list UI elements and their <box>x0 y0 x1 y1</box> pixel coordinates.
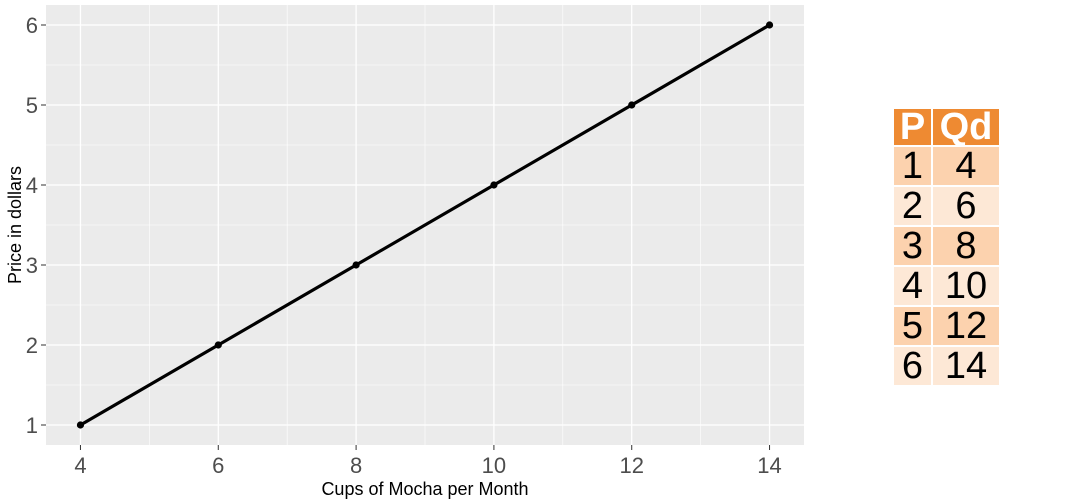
header-p: P <box>894 108 931 146</box>
cell-quantity: 14 <box>933 347 999 385</box>
y-tick-label: 3 <box>26 253 38 278</box>
series-layer <box>76 21 774 429</box>
x-tick-label: 6 <box>212 453 224 478</box>
table-row: 2 6 <box>894 187 999 225</box>
cell-price: 6 <box>894 347 931 385</box>
data-point <box>628 101 636 109</box>
price-quantity-table: P Qd 1 4 2 6 3 8 4 10 5 12 6 14 <box>892 107 1001 387</box>
cell-quantity: 6 <box>933 187 999 225</box>
x-axis-title: Cups of Mocha per Month <box>321 479 528 499</box>
axis-ticks <box>41 24 771 450</box>
table-row: 1 4 <box>894 147 999 185</box>
cell-price: 3 <box>894 227 931 265</box>
data-point <box>490 181 498 189</box>
cell-price: 4 <box>894 267 931 305</box>
cell-price: 1 <box>894 147 931 185</box>
x-tick-label: 8 <box>350 453 362 478</box>
data-point <box>76 421 85 429</box>
cell-quantity: 8 <box>933 227 999 265</box>
major-gridlines <box>46 5 804 445</box>
y-tick-label: 2 <box>26 333 38 358</box>
data-point <box>214 341 222 349</box>
x-tick-label: 12 <box>619 453 643 478</box>
data-point <box>352 261 360 269</box>
demand-line <box>79 23 771 427</box>
x-tick-label: 14 <box>757 453 781 478</box>
header-qd: Qd <box>933 108 999 146</box>
y-tick-label: 4 <box>26 173 38 198</box>
y-tick-label: 1 <box>26 413 38 438</box>
data-point <box>765 21 774 29</box>
table-row: 6 14 <box>894 347 999 385</box>
y-tick-label: 6 <box>26 13 38 38</box>
cell-quantity: 10 <box>933 267 999 305</box>
cell-price: 2 <box>894 187 931 225</box>
cell-price: 5 <box>894 307 931 345</box>
y-axis-title: Price in dollars <box>5 166 25 284</box>
cell-quantity: 12 <box>933 307 999 345</box>
x-tick-label: 4 <box>74 453 86 478</box>
cell-quantity: 4 <box>933 147 999 185</box>
table-row: 4 10 <box>894 267 999 305</box>
table-row: 5 12 <box>894 307 999 345</box>
x-tick-label: 10 <box>482 453 506 478</box>
table-header-row: P Qd <box>894 108 999 146</box>
table-row: 3 8 <box>894 227 999 265</box>
y-tick-label: 5 <box>26 93 38 118</box>
